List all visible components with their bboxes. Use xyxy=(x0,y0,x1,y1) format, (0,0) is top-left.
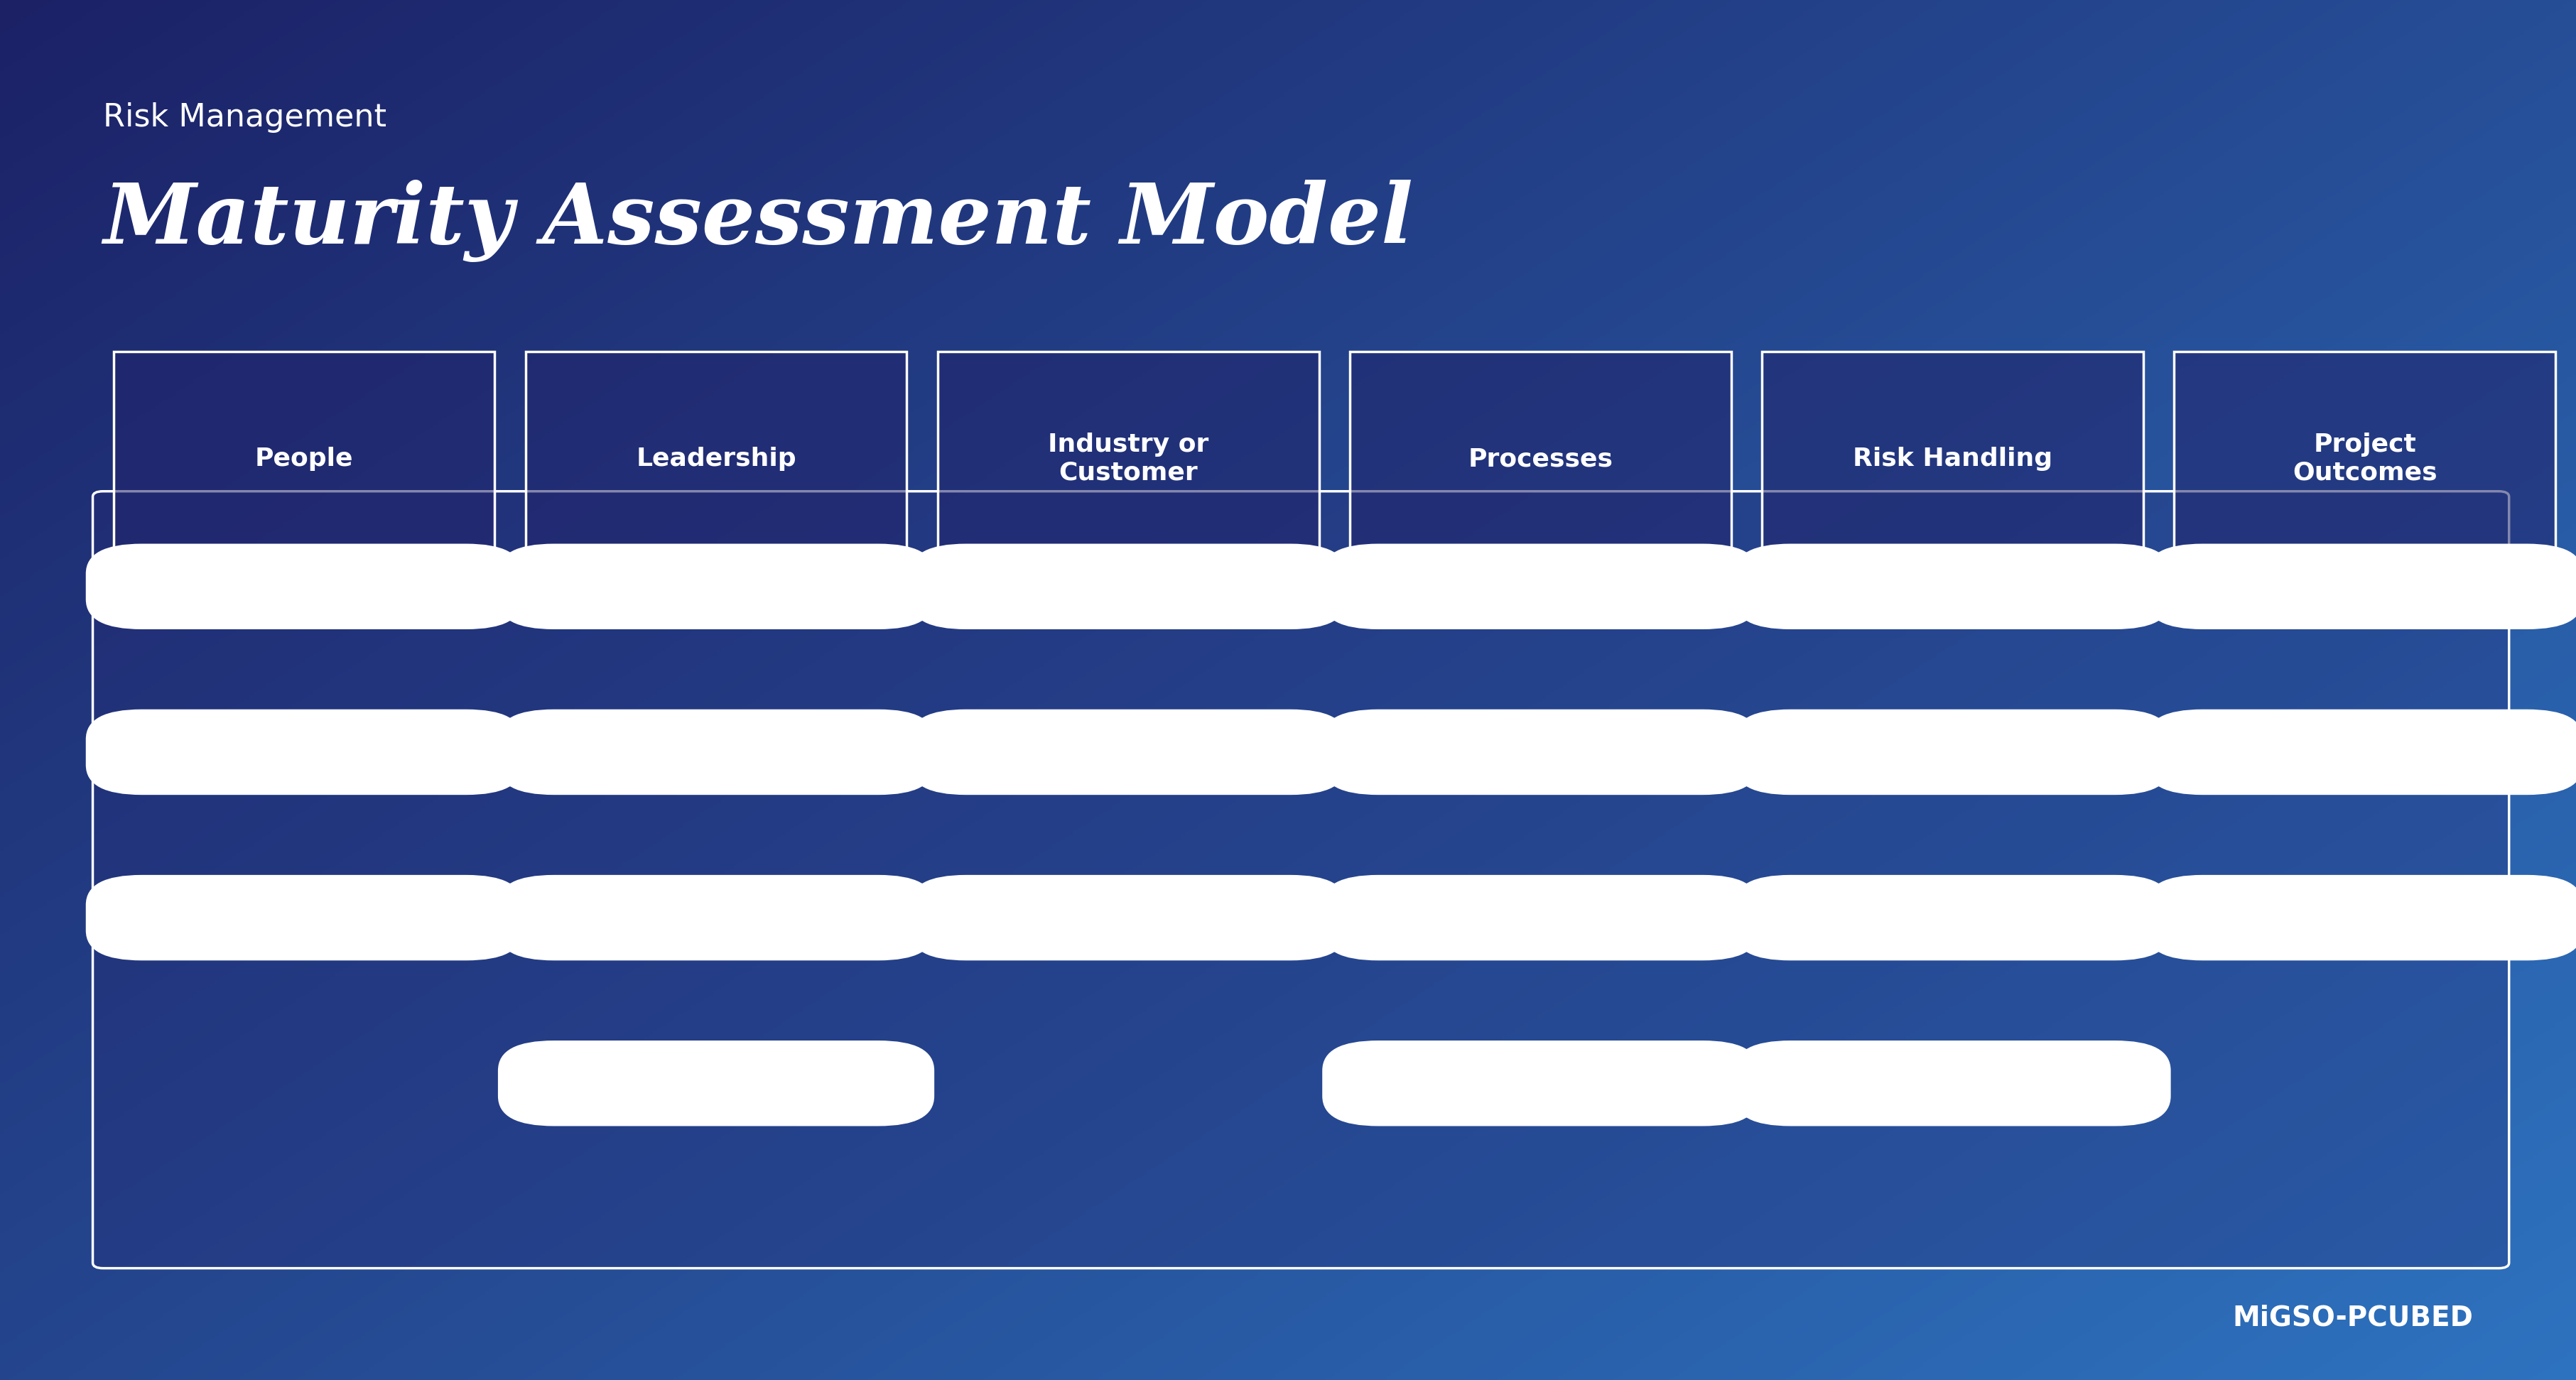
FancyBboxPatch shape xyxy=(497,875,935,960)
FancyBboxPatch shape xyxy=(85,544,523,629)
FancyBboxPatch shape xyxy=(497,709,935,795)
FancyBboxPatch shape xyxy=(1734,1041,2172,1126)
FancyBboxPatch shape xyxy=(1321,544,1759,629)
FancyBboxPatch shape xyxy=(938,352,1319,566)
FancyBboxPatch shape xyxy=(1350,352,1731,566)
Text: Industry or
Customer: Industry or Customer xyxy=(1048,433,1208,484)
Text: Risk Management: Risk Management xyxy=(103,102,386,132)
Text: Project
Outcomes: Project Outcomes xyxy=(2293,433,2437,484)
Text: Maturity Assessment Model: Maturity Assessment Model xyxy=(103,179,1414,262)
FancyBboxPatch shape xyxy=(909,709,1347,795)
FancyBboxPatch shape xyxy=(85,709,523,795)
FancyBboxPatch shape xyxy=(1762,352,2143,566)
FancyBboxPatch shape xyxy=(2146,544,2576,629)
FancyBboxPatch shape xyxy=(85,875,523,960)
Text: Risk Handling: Risk Handling xyxy=(1852,447,2053,471)
FancyBboxPatch shape xyxy=(1321,709,1759,795)
FancyBboxPatch shape xyxy=(93,491,2509,1268)
FancyBboxPatch shape xyxy=(1734,544,2172,629)
FancyBboxPatch shape xyxy=(497,1041,935,1126)
Text: Processes: Processes xyxy=(1468,447,1613,471)
Text: Leadership: Leadership xyxy=(636,447,796,471)
Text: People: People xyxy=(255,447,353,471)
FancyBboxPatch shape xyxy=(2146,875,2576,960)
FancyBboxPatch shape xyxy=(909,544,1347,629)
FancyBboxPatch shape xyxy=(2146,709,2576,795)
FancyBboxPatch shape xyxy=(113,352,495,566)
FancyBboxPatch shape xyxy=(526,352,907,566)
Text: MiGSO-PCUBED: MiGSO-PCUBED xyxy=(2233,1304,2473,1332)
FancyBboxPatch shape xyxy=(1734,875,2172,960)
FancyBboxPatch shape xyxy=(1321,875,1759,960)
FancyBboxPatch shape xyxy=(497,544,935,629)
FancyBboxPatch shape xyxy=(1321,1041,1759,1126)
FancyBboxPatch shape xyxy=(2174,352,2555,566)
FancyBboxPatch shape xyxy=(909,875,1347,960)
FancyBboxPatch shape xyxy=(1734,709,2172,795)
